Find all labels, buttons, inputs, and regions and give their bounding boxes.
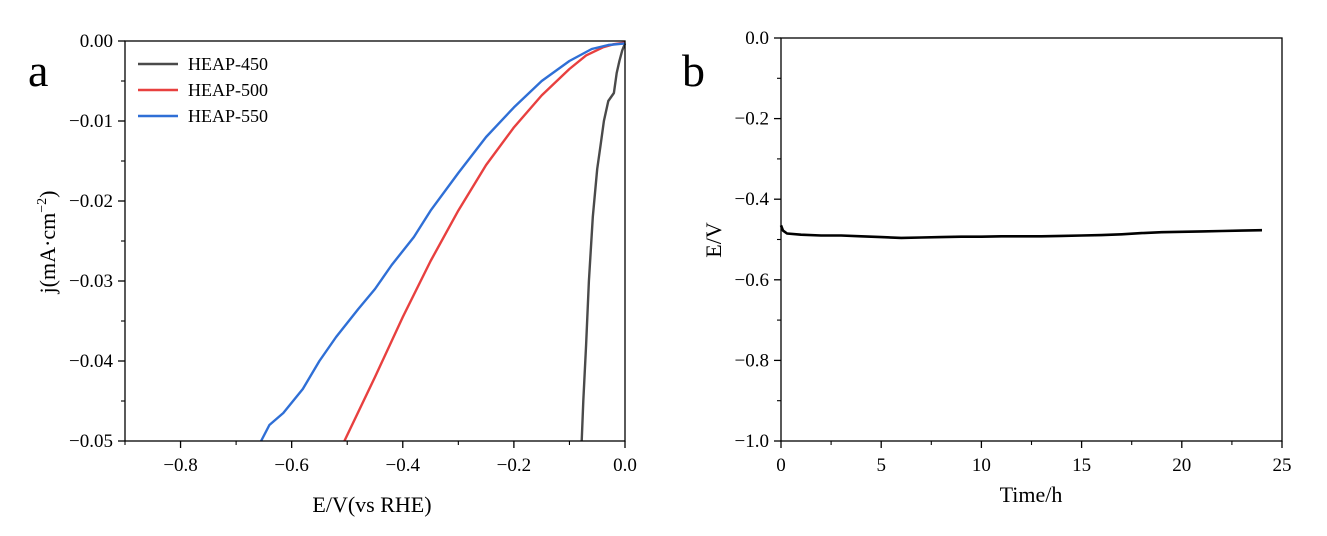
panel-b-x-tick-label: 15 [1072, 455, 1091, 476]
panel-a-chart: a −0.8 −0.6 −0.4 −0.2 0.0 0.00 −0.01 −0.02 −0.0… [28, 31, 637, 517]
panel-a-y-ticks: 0.00 −0.01 −0.02 −0.03 −0.04 −0.05 [69, 31, 125, 452]
panel-a-series-group [260, 41, 627, 442]
panel-b-y-tick-label: −0.4 [735, 189, 770, 210]
panel-b-x-tick-label: 10 [972, 455, 991, 476]
panel-b-y-ticks: 0.0 −0.2 −0.4 −0.6 −0.8 −1.0 [735, 28, 781, 452]
panel-b-y-tick-label: −0.8 [735, 350, 769, 371]
panel-a-x-ticks: −0.8 −0.6 −0.4 −0.2 0.0 [124, 441, 637, 476]
panel-a-y-tick-label: −0.05 [69, 431, 113, 452]
panel-a-y-tick-label: −0.01 [69, 111, 113, 132]
panel-a-y-tick-label: −0.03 [69, 271, 113, 292]
panel-b-chart: b 0 5 10 15 20 25 0.0 −0.2 −0.4 −0.6 −0.8 −1.0 Tim… [682, 28, 1292, 507]
panel-a-series-line-2 [343, 41, 626, 442]
panel-b-y-tick-label: 0.0 [745, 28, 769, 49]
panel-b-plot-frame [780, 37, 1283, 442]
panel-a-x-tick-label: −0.6 [274, 455, 308, 476]
panel-b-y-axis-label: E/V [701, 222, 726, 258]
legend-label-1: HEAP-450 [188, 54, 268, 74]
legend-label-3: HEAP-550 [188, 106, 268, 126]
panel-b-x-tick-label: 25 [1273, 455, 1292, 476]
panel-b-series-group [779, 224, 1263, 240]
panel-a-plot-frame [124, 40, 626, 442]
panel-a-y-tick-label: −0.02 [69, 191, 113, 212]
panel-a-series-line-1 [580, 42, 627, 442]
panel-a-x-tick-label: −0.2 [497, 455, 531, 476]
panel-b-x-tick-label: 0 [776, 455, 786, 476]
panel-a-legend: HEAP-450 HEAP-500 HEAP-550 [138, 54, 268, 126]
panel-b-x-tick-label: 20 [1172, 455, 1191, 476]
panel-b-letter: b [682, 45, 705, 96]
panel-a-letter: a [28, 45, 48, 96]
panel-b-y-tick-label: −0.6 [735, 270, 769, 291]
panel-a-y-axis-label-close: ) [35, 191, 60, 198]
panel-b-y-tick-label: −1.0 [735, 431, 769, 452]
panel-a-y-tick-label: −0.04 [69, 351, 113, 372]
panel-a-y-tick-label: 0.00 [80, 31, 113, 52]
panel-a-x-axis-label: E/V(vs RHE) [312, 492, 431, 517]
panel-a-x-tick-label: −0.8 [163, 455, 197, 476]
panel-b-series-line-1 [779, 224, 1263, 240]
panel-b-y-tick-label: −0.2 [735, 109, 769, 130]
panel-a-y-axis-label-base: j(mA·cm [35, 213, 60, 295]
panel-a-x-tick-label: −0.4 [386, 455, 421, 476]
panel-b-x-axis-label: Time/h [1000, 482, 1063, 507]
panel-b-x-tick-label: 5 [876, 455, 886, 476]
panel-a-y-axis-label-exponent: −2 [35, 198, 50, 213]
panel-a-series-line-3 [260, 42, 626, 442]
legend-label-2: HEAP-500 [188, 80, 268, 100]
panel-a-x-tick-label: 0.0 [613, 455, 637, 476]
panel-a-y-axis-label: j(mA·cm−2) [35, 191, 60, 295]
panel-b-x-ticks: 0 5 10 15 20 25 [776, 441, 1292, 476]
